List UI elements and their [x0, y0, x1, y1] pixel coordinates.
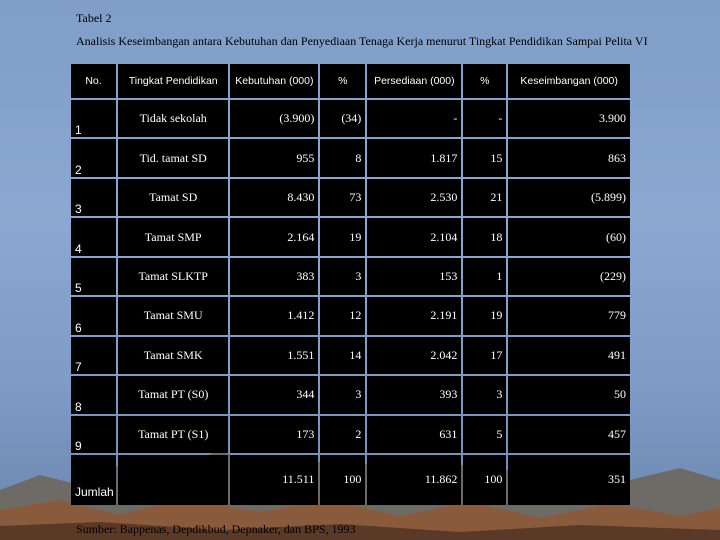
table-row: 4 Tamat SMP 2.164 19 2.104 18 (60): [71, 218, 630, 256]
persediaan-percent-cell: 100: [463, 454, 507, 505]
education-level-cell: Tamat SMU: [117, 297, 229, 335]
kebutuhan-cell: 1.412: [230, 297, 319, 335]
table-row: 1 Tidak sekolah (3.900) (34) - -3.900: [71, 100, 630, 138]
header-persediaan: Persediaan (000): [367, 64, 462, 98]
persediaan-percent-cell: 5: [463, 415, 507, 453]
table-row: 7 Tamat SMK 1.551 14 2.042 17 491: [71, 336, 630, 375]
kebutuhan-percent-cell: (34): [320, 100, 366, 138]
education-level-cell: Tamat SMP: [117, 218, 229, 256]
persediaan-cell: 2.104: [367, 218, 462, 256]
header-percent-kebutuhan: %: [320, 64, 366, 98]
persediaan-cell: 2.530: [367, 178, 462, 217]
kebutuhan-percent-cell: 12: [320, 297, 366, 335]
persediaan-cell: 1.817: [367, 139, 462, 177]
table-header-row: No. Tingkat Pendidikan Kebutuhan (000) %…: [71, 64, 630, 98]
persediaan-percent-cell: -: [463, 100, 507, 138]
keseimbangan-cell: 50: [508, 376, 630, 414]
keseimbangan-cell: (60): [508, 218, 630, 256]
keseimbangan-cell: 779: [508, 297, 630, 335]
row-number-cell: 2: [71, 139, 116, 177]
education-level-cell: Tamat SD: [117, 178, 229, 217]
keseimbangan-cell: (229): [508, 257, 630, 296]
data-table: No. Tingkat Pendidikan Kebutuhan (000) %…: [69, 62, 632, 507]
page-title: Tabel 2: [76, 11, 112, 25]
persediaan-cell: 2.191: [367, 297, 462, 335]
education-level-cell: Tamat SLKTP: [117, 257, 229, 296]
persediaan-cell: 153: [367, 257, 462, 296]
persediaan-cell: 393: [367, 376, 462, 414]
keseimbangan-cell: 457: [508, 415, 630, 453]
table-total-row: Jumlah 11.511 100 11.862 100 351: [71, 454, 630, 505]
row-number-cell: 4: [71, 218, 116, 256]
row-number-cell: 6: [71, 297, 116, 335]
persediaan-percent-cell: 21: [463, 178, 507, 217]
kebutuhan-cell: (3.900): [230, 100, 319, 138]
header-keseimbangan: Keseimbangan (000): [508, 64, 630, 98]
persediaan-cell: 11.862: [367, 454, 462, 505]
education-level-cell: Tidak sekolah: [117, 100, 229, 138]
kebutuhan-percent-cell: 3: [320, 257, 366, 296]
kebutuhan-cell: 383: [230, 257, 319, 296]
header-no: No.: [71, 64, 116, 98]
table-row: 8 Tamat PT (S0) 344 3 393 3 50: [71, 376, 630, 414]
education-level-cell: [117, 454, 229, 505]
keseimbangan-cell: 351: [508, 454, 630, 505]
row-number-cell: 8: [71, 376, 116, 414]
kebutuhan-percent-cell: 14: [320, 336, 366, 375]
row-number-cell: 9: [71, 415, 116, 453]
keseimbangan-cell: 3.900: [508, 100, 630, 138]
kebutuhan-percent-cell: 2: [320, 415, 366, 453]
kebutuhan-cell: 2.164: [230, 218, 319, 256]
table-row: 9 Tamat PT (S1) 173 2 631 5 457: [71, 415, 630, 453]
keseimbangan-cell: 863: [508, 139, 630, 177]
row-number-cell: 7: [71, 336, 116, 375]
persediaan-cell: 2.042: [367, 336, 462, 375]
keseimbangan-cell: 491: [508, 336, 630, 375]
table-row: 5 Tamat SLKTP 383 3 153 1 (229): [71, 257, 630, 296]
persediaan-percent-cell: 18: [463, 218, 507, 256]
header-percent-persediaan: %: [463, 64, 507, 98]
table-row: 2 Tid. tamat SD 955 8 1.817 15 863: [71, 139, 630, 177]
kebutuhan-cell: 1.551: [230, 336, 319, 375]
row-number-cell: Jumlah: [71, 454, 116, 505]
education-level-cell: Tid. tamat SD: [117, 139, 229, 177]
education-level-cell: Tamat PT (S0): [117, 376, 229, 414]
table-row: 3 Tamat SD 8.430 73 2.530 21 (5.899): [71, 178, 630, 217]
persediaan-cell: 631: [367, 415, 462, 453]
kebutuhan-cell: 955: [230, 139, 319, 177]
kebutuhan-percent-cell: 3: [320, 376, 366, 414]
kebutuhan-cell: 173: [230, 415, 319, 453]
row-number-cell: 3: [71, 178, 116, 217]
page-subtitle: Analisis Keseimbangan antara Kebutuhan d…: [76, 34, 648, 48]
table-row: 6 Tamat SMU 1.412 12 2.191 19 779: [71, 297, 630, 335]
kebutuhan-cell: 344: [230, 376, 319, 414]
kebutuhan-percent-cell: 73: [320, 178, 366, 217]
persediaan-percent-cell: 15: [463, 139, 507, 177]
source-note: Sumber: Bappenas, Depdikbud, Depnaker, d…: [76, 522, 356, 536]
header-kebutuhan: Kebutuhan (000): [230, 64, 319, 98]
kebutuhan-percent-cell: 100: [320, 454, 366, 505]
row-number-cell: 5: [71, 257, 116, 296]
education-level-cell: Tamat PT (S1): [117, 415, 229, 453]
education-level-cell: Tamat SMK: [117, 336, 229, 375]
row-number-cell: 1: [71, 100, 116, 138]
kebutuhan-percent-cell: 19: [320, 218, 366, 256]
keseimbangan-cell: (5.899): [508, 178, 630, 217]
persediaan-percent-cell: 19: [463, 297, 507, 335]
kebutuhan-percent-cell: 8: [320, 139, 366, 177]
persediaan-cell: -: [367, 100, 462, 138]
kebutuhan-cell: 11.511: [230, 454, 319, 505]
persediaan-percent-cell: 1: [463, 257, 507, 296]
persediaan-percent-cell: 17: [463, 336, 507, 375]
persediaan-percent-cell: 3: [463, 376, 507, 414]
kebutuhan-cell: 8.430: [230, 178, 319, 217]
header-tingkat-pendidikan: Tingkat Pendidikan: [117, 64, 229, 98]
